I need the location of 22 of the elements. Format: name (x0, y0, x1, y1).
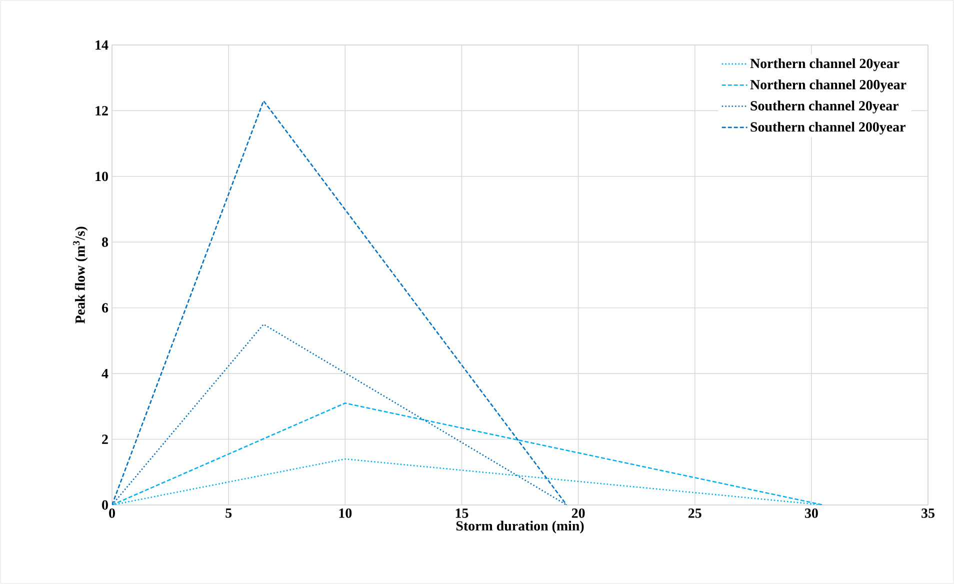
x-axis-title: Storm duration (min) (456, 520, 584, 534)
y-tick-label: 4 (102, 368, 108, 378)
x-tick-label: 0 (109, 508, 115, 518)
legend-label: Northern channel 20year (750, 58, 900, 72)
x-tick-label: 15 (456, 508, 468, 518)
y-tick-label: 8 (102, 237, 108, 247)
legend-label: Southern channel 20year (750, 100, 898, 114)
legend-label: Northern channel 200year (750, 80, 906, 92)
x-tick-label: 20 (572, 508, 585, 518)
x-tick-label: 25 (688, 508, 702, 518)
x-tick-label: 10 (339, 508, 352, 518)
y-tick-label: 14 (96, 40, 108, 50)
x-tick-label: 30 (804, 508, 818, 518)
y-axis-title: Peak flow (m$^{3}$/s) (73, 226, 88, 324)
x-tick-label: 5 (226, 508, 232, 518)
y-tick-label: 12 (96, 106, 108, 116)
y-tick-label: 6 (102, 303, 108, 313)
y-tick-label: 0 (102, 500, 108, 510)
x-tick-label: 35 (922, 508, 934, 518)
y-tick-label: 10 (96, 172, 108, 182)
y-tick-label: 2 (102, 434, 108, 444)
legend-label: Southern channel 200year (750, 122, 906, 135)
